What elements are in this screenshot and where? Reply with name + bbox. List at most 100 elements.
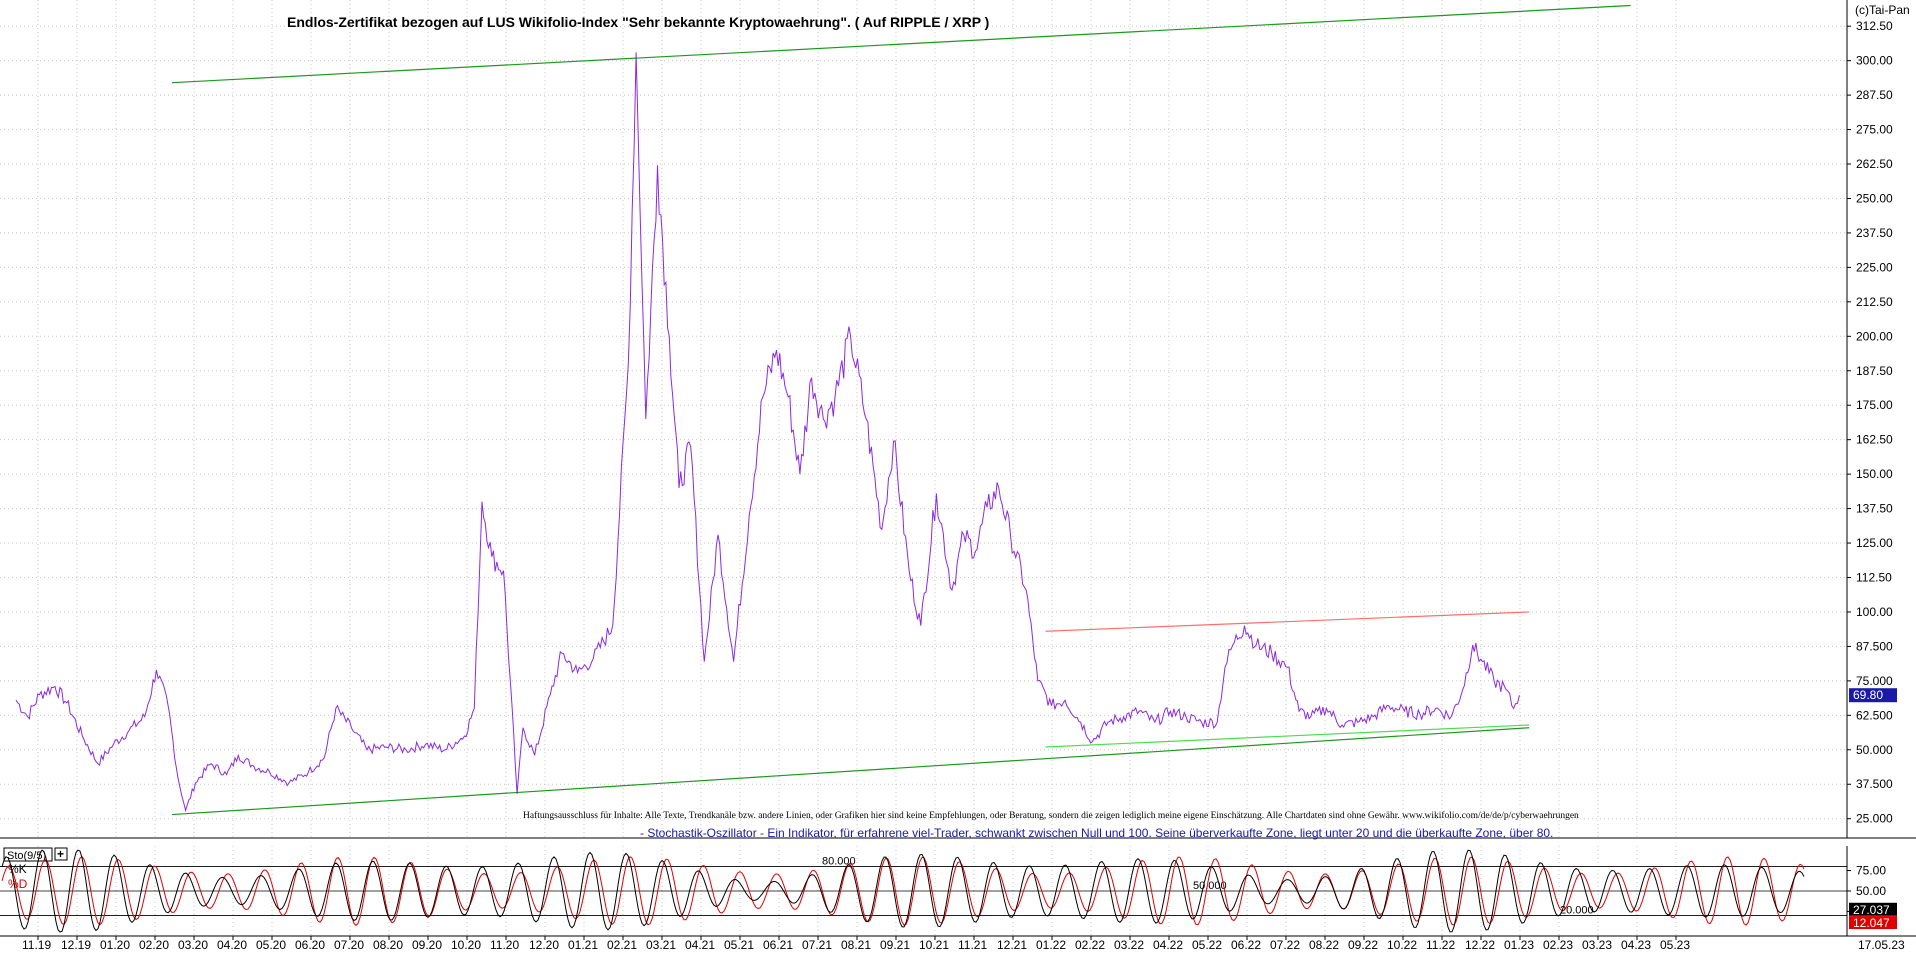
k-last-box xyxy=(1849,902,1897,916)
x-tick-label: 06.22 xyxy=(1231,938,1261,952)
x-tick-label: 09.22 xyxy=(1348,938,1378,952)
osc-expand-button[interactable] xyxy=(54,847,68,861)
y-tick-label: 137.50 xyxy=(1856,502,1893,516)
y-tick-label: 125.00 xyxy=(1856,536,1893,550)
x-tick-label: 07.20 xyxy=(334,938,364,952)
trendline-2 xyxy=(171,727,1530,816)
x-tick-label: 05.20 xyxy=(256,938,286,952)
oscillator-description: - Stochastik-Oszillator - Ein Indikator,… xyxy=(640,826,1553,840)
x-tick-label: 02.20 xyxy=(139,938,169,952)
y-tick-label: 237.50 xyxy=(1856,226,1893,240)
last-value-badge: 69.80 xyxy=(1849,688,1897,703)
y-tick-label: 62.500 xyxy=(1856,708,1893,722)
y-tick-label: 25.000 xyxy=(1856,812,1893,826)
x-tick-label: 11.22 xyxy=(1426,938,1455,952)
x-tick-label: 06.20 xyxy=(295,938,325,952)
x-tick-label: 08.20 xyxy=(373,938,403,952)
trendline-1 xyxy=(171,4,1631,84)
osc-panel-label-box xyxy=(3,847,53,862)
osc-tick-label: 50.00 xyxy=(1856,884,1886,898)
trendlines xyxy=(171,4,1631,816)
y-tick-label: 112.50 xyxy=(1856,571,1892,585)
x-tick-label: 11.19 xyxy=(22,938,51,952)
x-tick-label: 04.23 xyxy=(1621,938,1651,952)
price-line xyxy=(15,52,1520,813)
osc-series xyxy=(1,849,1805,933)
x-tick-label: 03.21 xyxy=(646,938,676,952)
y-tick-label: 212.50 xyxy=(1856,295,1893,309)
x-tick-label: 01.23 xyxy=(1504,938,1534,952)
y-tick-label: 200.00 xyxy=(1856,329,1893,343)
x-tick-label: 04.22 xyxy=(1153,938,1183,952)
y-tick-label: 162.50 xyxy=(1856,433,1893,447)
x-tick-label: 11.21 xyxy=(958,938,987,952)
last-value-text: 69.80 xyxy=(1853,688,1883,702)
y-tick-label: 175.00 xyxy=(1856,398,1893,412)
main-grid xyxy=(0,0,1847,838)
y-tick-label: 262.50 xyxy=(1856,157,1893,171)
x-tick-label: 05.21 xyxy=(724,938,754,952)
x-tick-label: 03.20 xyxy=(178,938,208,952)
osc-k-line xyxy=(1,849,1805,933)
y-tick-label: 300.00 xyxy=(1856,54,1893,68)
y-tick-label: 250.00 xyxy=(1856,191,1893,205)
x-tick-label: 07.21 xyxy=(802,938,832,952)
osc-level-label: 20.000 xyxy=(1560,905,1594,917)
osc-tick-label: 75.00 xyxy=(1856,864,1886,878)
x-tick-label: 04.20 xyxy=(217,938,247,952)
x-tick-label: 02.21 xyxy=(607,938,637,952)
x-tick-label: 01.21 xyxy=(568,938,598,952)
y-tick-label: 187.50 xyxy=(1856,364,1893,378)
x-tick-label: 11.20 xyxy=(490,938,519,952)
x-tick-label: 07.22 xyxy=(1270,938,1300,952)
x-tick-label: 04.21 xyxy=(685,938,715,952)
y-tick-label: 275.00 xyxy=(1856,123,1893,137)
trendline-4 xyxy=(1045,724,1530,748)
osc-panel-label: Sto(9/5) xyxy=(7,850,46,862)
x-tick-label: 12.22 xyxy=(1465,938,1495,952)
osc-d-line xyxy=(1,856,1805,927)
x-tick-label: 10.20 xyxy=(451,938,481,952)
y-tick-label: 312.50 xyxy=(1856,19,1893,33)
x-tick-label: 05.22 xyxy=(1192,938,1222,952)
x-tick-label: 09.21 xyxy=(880,938,910,952)
price-series xyxy=(15,52,1520,813)
x-tick-label: 02.23 xyxy=(1543,938,1573,952)
plus-icon: + xyxy=(57,847,64,861)
last-value-box xyxy=(1849,688,1897,703)
y-tick-label: 225.00 xyxy=(1856,260,1893,274)
y-tick-label: 100.00 xyxy=(1856,605,1893,619)
x-tick-label: 08.22 xyxy=(1309,938,1339,952)
trendline-3 xyxy=(1045,611,1530,632)
x-tick-label: 12.20 xyxy=(529,938,559,952)
y-tick-label: 37.500 xyxy=(1856,777,1893,791)
x-tick-label: 10.21 xyxy=(919,938,949,952)
y-axis-ticks: 25.000 37.500 50.000 62.500 75.000 87.500 100.… xyxy=(1847,19,1893,826)
x-tick-label: 12.21 xyxy=(997,938,1027,952)
k-last-text: 27.037 xyxy=(1853,903,1890,917)
y-tick-label: 150.00 xyxy=(1856,467,1893,481)
x-tick-label: 12.19 xyxy=(61,938,91,952)
d-last-box xyxy=(1849,916,1897,930)
d-legend: %D xyxy=(8,877,28,891)
y-tick-label: 287.50 xyxy=(1856,88,1893,102)
x-tick-label: 06.21 xyxy=(763,938,793,952)
copyright-label: (c)Tai-Pan xyxy=(1855,3,1910,17)
osc-last-badges: 27.037 12.047 xyxy=(1849,902,1897,930)
last-date-label: 17.05.23 xyxy=(1858,938,1905,952)
d-last-text: 12.047 xyxy=(1853,916,1890,930)
x-tick-label: 01.22 xyxy=(1036,938,1066,952)
osc-level-label: 50.000 xyxy=(1193,880,1227,892)
chart-title: Endlos-Zertifikat bezogen auf LUS Wikifo… xyxy=(287,14,989,30)
x-tick-label: 02.22 xyxy=(1075,938,1105,952)
y-tick-label: 87.500 xyxy=(1856,639,1893,653)
x-tick-label: 03.23 xyxy=(1582,938,1612,952)
x-tick-label: 03.22 xyxy=(1114,938,1144,952)
x-tick-label: 01.20 xyxy=(100,938,130,952)
x-axis-ticks: 11.19 12.19 01.20 02.20 03.20 04.20 05.20 06.20… xyxy=(22,936,1690,952)
y-tick-label: 75.000 xyxy=(1856,674,1893,688)
x-tick-label: 08.21 xyxy=(841,938,871,952)
